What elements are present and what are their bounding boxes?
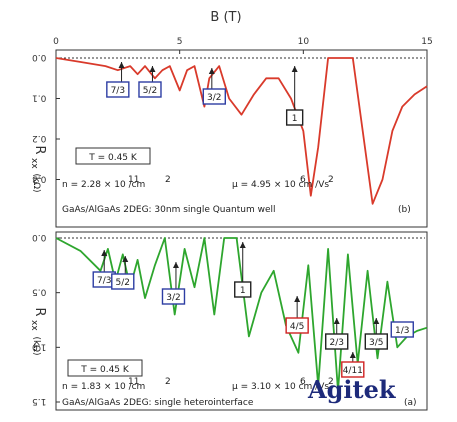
- annotation-label: 1: [240, 286, 246, 296]
- annotation-box: [341, 361, 365, 378]
- annotation-label: 7/3: [97, 276, 111, 286]
- annotation-box: [364, 333, 388, 350]
- y-tick-label: 1.5: [32, 396, 46, 406]
- panel-a-mobility-exp2: 2: [328, 175, 334, 185]
- panel-b-label: (a): [404, 398, 417, 408]
- x-tick-label: 15: [421, 37, 432, 47]
- panel-b-y-axis-title: R xx: [29, 307, 47, 331]
- annotation-label: 3/5: [369, 338, 383, 348]
- annotation-label: 1: [292, 114, 298, 124]
- panel-a-density: n = 2.28 × 10 /cm: [62, 180, 145, 190]
- annotation-box: [390, 321, 414, 338]
- panel-a-density-exp: 11: [128, 175, 139, 185]
- panel-b-temp-box: [67, 359, 143, 377]
- panel-b-y-ticks: 0.0 0.5 1.0 1.5: [32, 232, 60, 406]
- panel-b-temperature: T = 0.45 K: [80, 365, 130, 375]
- panel-b-mobility-exp: 6: [300, 377, 306, 387]
- panel-b-density: n = 1.83 × 10 /cm: [62, 382, 145, 392]
- x-axis-title: B (T): [210, 10, 241, 25]
- svg-text:R: R: [32, 145, 47, 154]
- annotation-arrowhead: [122, 256, 129, 262]
- annotation-label: 2/3: [329, 338, 343, 348]
- annotation-label: 1/3: [395, 326, 409, 336]
- annotation-box: [138, 81, 162, 98]
- annotation-label: 5/2: [143, 86, 157, 96]
- panel-a-curve-group: [55, 57, 428, 205]
- panel-b-density-exp2: 2: [165, 377, 171, 387]
- panel-b-y-unit: (kΩ): [31, 336, 41, 355]
- panel-a-mobility-exp: 6: [300, 175, 306, 185]
- svg-text:xx: xx: [29, 158, 39, 169]
- annotation-label: 3/2: [166, 293, 180, 303]
- panel-b-frame: [55, 231, 428, 411]
- annotation-label: 5/2: [116, 278, 130, 288]
- annotation-arrowhead: [118, 62, 125, 68]
- agitek-watermark: Agitek: [307, 375, 397, 404]
- panel-b-density-exp: 11: [128, 377, 139, 387]
- y-tick-label: 0.5: [32, 287, 46, 297]
- annotation-box: [106, 81, 130, 98]
- panel-a-y-unit: (kΩ): [31, 173, 41, 192]
- x-tick-label: 10: [298, 37, 310, 47]
- annotation-arrowhead: [294, 296, 301, 302]
- panel-b-mobility: μ = 3.10 × 10 cm /Vs: [232, 382, 329, 392]
- annotation-arrowhead: [349, 352, 356, 358]
- panel-b-annotations: 7/3 5/2 3/2 1 4/5 2/3 4/11 3/5 1/3: [92, 242, 414, 378]
- panel-a-temp-box: [75, 147, 151, 165]
- y-tick-label: 0.3: [32, 174, 46, 184]
- annotation-label: 4/5: [290, 322, 304, 332]
- y-tick-label: 0.0: [32, 232, 47, 242]
- annotation-label: 3/2: [207, 93, 221, 103]
- panel-a-annotations: 7/3 5/2 3/2 1: [106, 62, 304, 126]
- svg-text:xx: xx: [29, 320, 39, 331]
- x-tick-label: 0: [53, 37, 59, 47]
- annotation-arrowhead: [208, 68, 215, 74]
- panel-a-description: GaAs/AlGaAs 2DEG: 30nm single Quantum we…: [62, 205, 276, 215]
- annotation-box: [285, 317, 309, 334]
- annotation-box: [161, 288, 186, 305]
- panel-a-density-exp2: 2: [165, 175, 171, 185]
- x-tick-label: 5: [177, 37, 183, 47]
- panel-b-mobility-exp2: 2: [328, 377, 334, 387]
- annotation-box: [111, 273, 135, 290]
- y-tick-label: 0.0: [32, 52, 47, 62]
- y-tick-label: 0.1: [32, 93, 46, 103]
- annotation-label: 7/3: [111, 86, 125, 96]
- annotation-arrowhead: [101, 250, 108, 256]
- annotation-arrowhead: [172, 262, 179, 268]
- annotation-arrowhead: [149, 66, 156, 72]
- annotation-arrowhead: [291, 66, 298, 72]
- y-tick-label: 1.0: [32, 341, 47, 351]
- panel-a-mobility: μ = 4.95 × 10 cm /Vs: [232, 180, 329, 190]
- x-tick-labels: 0 5 10 15: [53, 37, 433, 54]
- panel-a-temperature: T = 0.45 K: [88, 153, 138, 163]
- annotation-box: [285, 109, 304, 126]
- annotation-arrowhead: [333, 318, 340, 324]
- annotation-arrowhead: [373, 318, 380, 324]
- y-tick-label: 0.2: [32, 133, 46, 143]
- panel-b-description: GaAs/AlGaAs 2DEG: single heterointerface: [62, 398, 254, 408]
- annotation-label: 4/11: [343, 366, 363, 376]
- annotation-arrowhead: [239, 242, 246, 248]
- annotation-box: [202, 88, 226, 105]
- svg-text:R: R: [32, 307, 47, 316]
- panel-a-label: (b): [398, 205, 411, 215]
- panel-a-y-axis-title: R xx: [29, 145, 47, 169]
- annotation-box: [234, 281, 252, 298]
- series-line: [55, 57, 428, 205]
- annotation-box: [325, 333, 349, 350]
